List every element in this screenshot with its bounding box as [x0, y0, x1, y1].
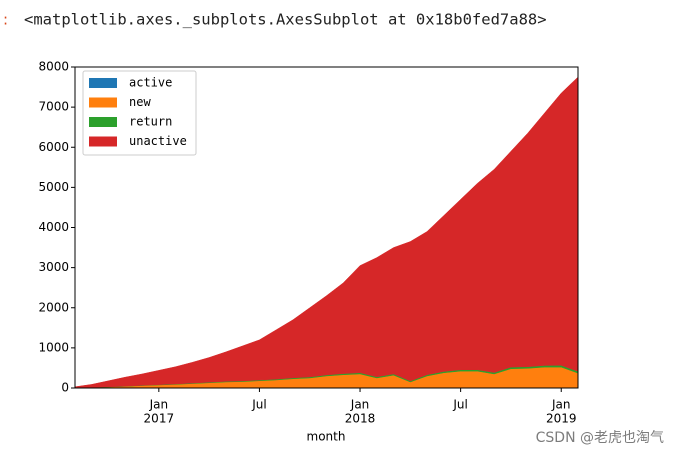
watermark: CSDN @老虎也淘气 [536, 430, 664, 446]
legend-label: new [129, 95, 151, 109]
output-text: <matplotlib.axes._subplots.AxesSubplot a… [24, 11, 547, 29]
x-tick-label: Jan [149, 398, 169, 412]
output-prompt: : [3, 11, 8, 29]
x-tick-year: 2019 [546, 412, 577, 426]
legend-label: unactive [129, 134, 187, 148]
x-axis-label: month [307, 430, 346, 444]
y-tick-label: 5000 [38, 180, 69, 194]
legend-swatch [89, 78, 117, 88]
y-tick-label: 0 [61, 381, 69, 395]
x-tick-year: 2017 [144, 412, 175, 426]
legend-swatch [89, 136, 117, 147]
x-tick-label: Jan [350, 398, 370, 412]
x-tick-year: 2018 [345, 412, 376, 426]
y-tick-label: 2000 [38, 300, 69, 314]
legend-box [82, 70, 197, 156]
x-tick-label: Jul [251, 398, 266, 412]
y-tick-label: 6000 [38, 140, 69, 154]
y-tick-label: 3000 [38, 260, 69, 274]
y-tick-label: 4000 [38, 220, 69, 234]
y-tick-label: 7000 [38, 100, 69, 114]
x-tick-label: Jan [551, 398, 571, 412]
y-tick-label: 1000 [38, 340, 69, 354]
x-tick-label: Jul [452, 398, 467, 412]
legend-label: return [129, 115, 172, 129]
legend-label: active [129, 76, 172, 90]
legend-swatch [89, 97, 117, 108]
y-tick-label: 8000 [38, 60, 69, 74]
legend-swatch [89, 117, 117, 127]
